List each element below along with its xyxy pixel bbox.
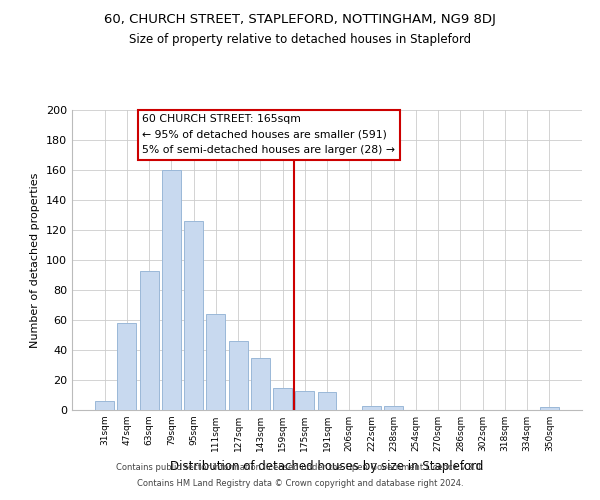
- Bar: [273, 388, 292, 410]
- Bar: [118, 323, 136, 410]
- Text: 60 CHURCH STREET: 165sqm
← 95% of detached houses are smaller (591)
5% of semi-d: 60 CHURCH STREET: 165sqm ← 95% of detach…: [142, 114, 395, 155]
- Bar: [384, 406, 403, 410]
- Text: Contains HM Land Registry data © Crown copyright and database right 2024.: Contains HM Land Registry data © Crown c…: [137, 478, 463, 488]
- Bar: [229, 341, 248, 410]
- Text: Size of property relative to detached houses in Stapleford: Size of property relative to detached ho…: [129, 32, 471, 46]
- Bar: [362, 406, 381, 410]
- Y-axis label: Number of detached properties: Number of detached properties: [31, 172, 40, 348]
- Bar: [140, 270, 158, 410]
- Text: 60, CHURCH STREET, STAPLEFORD, NOTTINGHAM, NG9 8DJ: 60, CHURCH STREET, STAPLEFORD, NOTTINGHA…: [104, 12, 496, 26]
- Text: Contains public sector information licensed under the Open Government Licence v.: Contains public sector information licen…: [116, 464, 484, 472]
- Bar: [317, 392, 337, 410]
- X-axis label: Distribution of detached houses by size in Stapleford: Distribution of detached houses by size …: [170, 460, 484, 472]
- Bar: [162, 170, 181, 410]
- Bar: [295, 390, 314, 410]
- Bar: [95, 401, 114, 410]
- Bar: [184, 221, 203, 410]
- Bar: [251, 358, 270, 410]
- Bar: [540, 407, 559, 410]
- Bar: [206, 314, 225, 410]
